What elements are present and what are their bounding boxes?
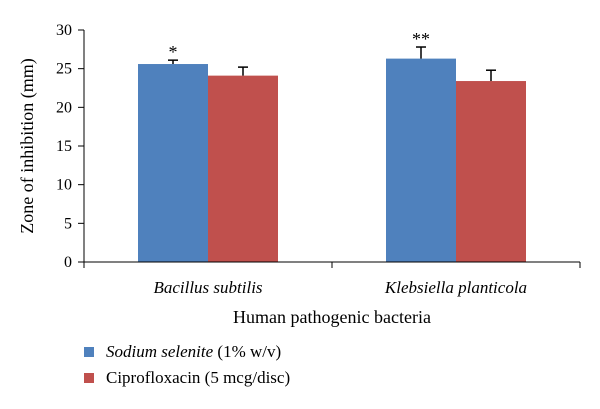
x-category-label: Klebsiella planticola <box>384 278 527 297</box>
y-tick-label: 15 <box>56 138 72 155</box>
y-axis-title: Zone of inhibition (mm) <box>17 58 38 233</box>
significance-marker: ** <box>412 29 430 49</box>
legend-label-italic-part: Sodium selenite <box>106 342 214 361</box>
legend-label-rest: (1% w/v) <box>213 342 282 361</box>
x-axis-ticks: Bacillus subtilis Klebsiella planticola <box>83 262 581 297</box>
legend: Sodium selenite (1% w/v) Ciprofloxacin (… <box>84 340 290 392</box>
significance-marker: * <box>169 42 178 62</box>
bar <box>138 64 208 262</box>
y-tick-label: 0 <box>64 254 72 271</box>
legend-item-sodium-selenite: Sodium selenite (1% w/v) <box>84 340 290 364</box>
legend-label-ciprofloxacin: Ciprofloxacin (5 mcg/disc) <box>106 368 291 387</box>
legend-swatch-sodium-selenite <box>84 347 94 357</box>
y-tick-label: 25 <box>56 61 72 78</box>
bar <box>208 75 278 262</box>
legend-item-ciprofloxacin: Ciprofloxacin (5 mcg/disc) <box>84 366 290 390</box>
y-tick-label: 20 <box>56 99 72 116</box>
significance-annotations: *** <box>169 29 431 62</box>
bar <box>386 58 456 262</box>
bar <box>456 81 526 262</box>
error-bars <box>168 46 496 82</box>
x-axis-title: Human pathogenic bacteria <box>233 307 431 327</box>
bars <box>138 58 526 262</box>
y-tick-label: 5 <box>64 215 72 232</box>
x-category-label: Bacillus subtilis <box>153 278 262 297</box>
legend-label-sodium-selenite: Sodium selenite (1% w/v) <box>106 340 281 364</box>
legend-swatch-ciprofloxacin <box>84 373 94 383</box>
y-axis-ticks: 0 5 10 15 20 25 30 <box>56 22 84 271</box>
y-tick-label: 10 <box>56 177 72 194</box>
y-tick-label: 30 <box>56 22 72 39</box>
